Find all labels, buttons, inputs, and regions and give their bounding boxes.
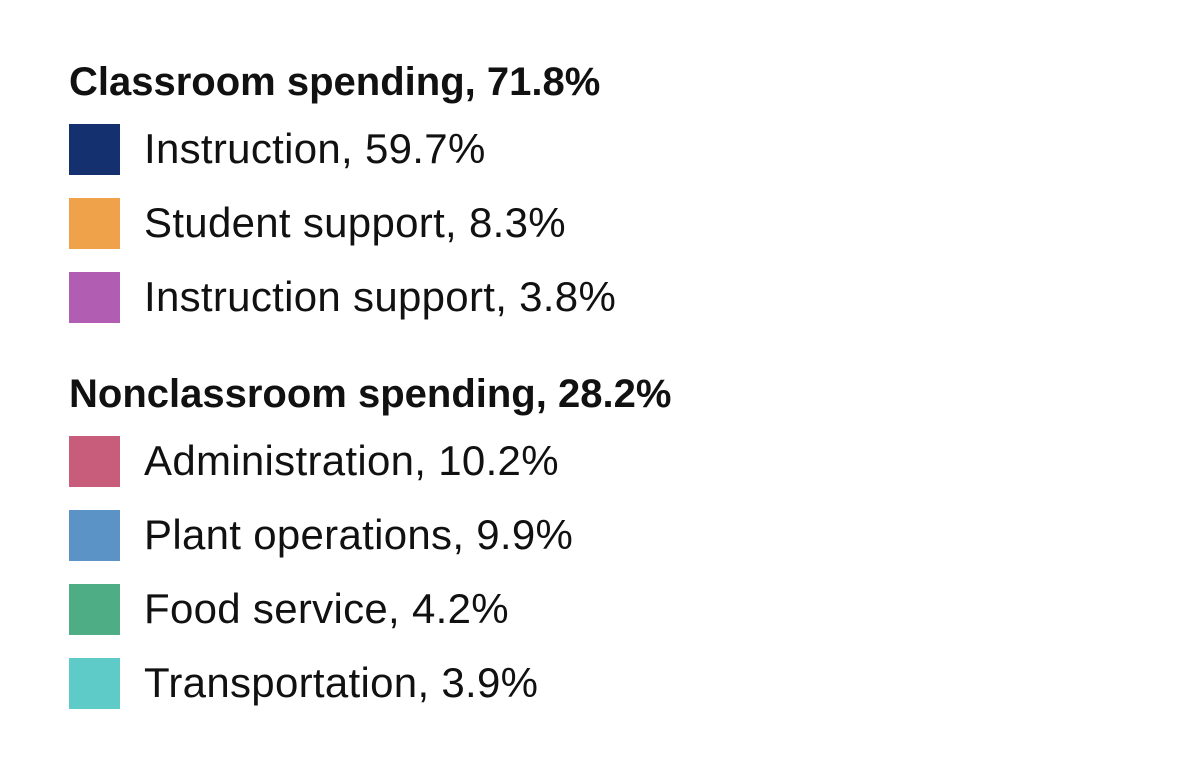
legend-group-nonclassroom: Nonclassroom spending, 28.2% Administrat… xyxy=(69,364,1169,720)
legend-label-plant-operations: Plant operations, 9.9% xyxy=(144,511,574,558)
chart-legend: Classroom spending, 71.8% Instruction, 5… xyxy=(69,52,1169,720)
legend-group-classroom: Classroom spending, 71.8% Instruction, 5… xyxy=(69,52,1169,334)
legend-swatch-instruction-support xyxy=(69,271,120,323)
legend-label-administration: Administration, 10.2% xyxy=(144,437,559,484)
legend-swatch-instruction xyxy=(69,123,120,175)
legend-label-instruction: Instruction, 59.7% xyxy=(144,125,486,172)
legend-item-transportation: Transportation, 3.9% xyxy=(69,646,1169,720)
legend-label-student-support: Student support, 8.3% xyxy=(144,199,566,246)
legend-swatch-administration xyxy=(69,435,120,487)
legend-swatch-student-support xyxy=(69,197,120,249)
legend-item-instruction: Instruction, 59.7% xyxy=(69,112,1169,186)
legend-swatch-food-service xyxy=(69,583,120,635)
legend-label-instruction-support: Instruction support, 3.8% xyxy=(144,273,617,320)
legend-swatch-transportation xyxy=(69,657,120,709)
legend-item-plant-operations: Plant operations, 9.9% xyxy=(69,498,1169,572)
legend-swatch-plant-operations xyxy=(69,509,120,561)
group-heading-nonclassroom: Nonclassroom spending, 28.2% xyxy=(69,372,672,416)
legend-label-transportation: Transportation, 3.9% xyxy=(144,659,539,706)
legend-label-food-service: Food service, 4.2% xyxy=(144,585,509,632)
legend-item-administration: Administration, 10.2% xyxy=(69,424,1169,498)
group-heading-classroom: Classroom spending, 71.8% xyxy=(69,60,601,104)
legend-item-student-support: Student support, 8.3% xyxy=(69,186,1169,260)
legend-item-instruction-support: Instruction support, 3.8% xyxy=(69,260,1169,334)
legend-item-food-service: Food service, 4.2% xyxy=(69,572,1169,646)
